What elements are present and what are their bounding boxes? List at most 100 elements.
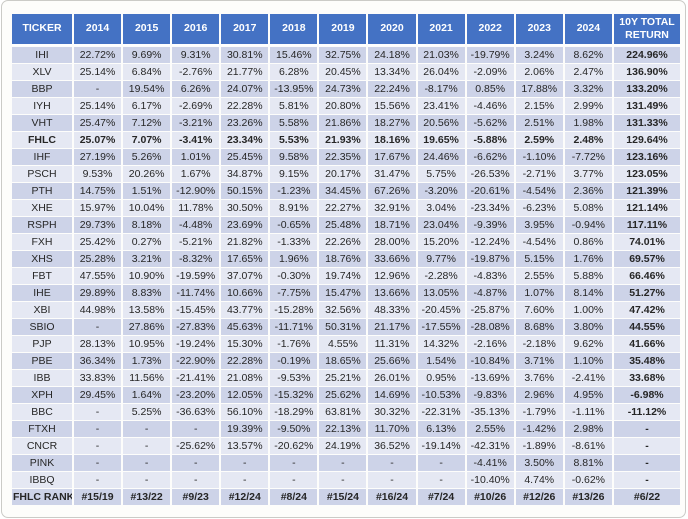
value-cell: -6.98% [614, 387, 680, 403]
value-cell: 1.51% [123, 183, 171, 199]
value-cell: 32.75% [319, 47, 367, 63]
value-cell: 9.58% [270, 149, 318, 165]
value-cell: 121.14% [614, 200, 680, 216]
value-cell: -2.16% [466, 336, 514, 352]
value-cell: 19.39% [221, 421, 269, 437]
value-cell: 1.64% [123, 387, 171, 403]
value-cell: 3.77% [564, 166, 612, 182]
value-cell: 25.14% [74, 98, 122, 114]
value-cell: 0.86% [564, 234, 612, 250]
returns-table-wrapper: TICKER 2014 2015 2016 2017 2018 2019 2020 2021 20… [10, 13, 682, 506]
value-cell: 22.13% [319, 421, 367, 437]
value-cell: -2.41% [564, 370, 612, 386]
value-cell: 2.51% [515, 115, 563, 131]
value-cell: 20.45% [319, 64, 367, 80]
value-cell: -9.39% [466, 217, 514, 233]
value-cell: - [417, 472, 465, 488]
value-cell: - [172, 472, 220, 488]
value-cell: 24.73% [319, 81, 367, 97]
value-cell: 27.19% [74, 149, 122, 165]
value-cell: 18.27% [368, 115, 416, 131]
value-cell: #8/24 [270, 489, 318, 505]
value-cell: 25.47% [74, 115, 122, 131]
value-cell: -1.11% [564, 404, 612, 420]
value-cell: -19.24% [172, 336, 220, 352]
value-cell: -15.32% [270, 387, 318, 403]
value-cell: 9.31% [172, 47, 220, 63]
ticker-row-ihe: IHE 29.89% 8.83% -11.74% 10.66% -7.75% 15.47% 1… [12, 285, 680, 301]
ticker-row-psch: PSCH 9.53% 20.26% 1.67% 34.87% 9.15% 20.17% 31.… [12, 166, 680, 182]
ticker-row-fxh: FXH 25.42% 0.27% -5.21% 21.82% -1.33% 22.26% 28… [12, 234, 680, 250]
value-cell: -10.40% [466, 472, 514, 488]
value-cell: 13.58% [123, 302, 171, 318]
value-cell: 25.45% [221, 149, 269, 165]
value-cell: -25.87% [466, 302, 514, 318]
value-cell: 2.96% [515, 387, 563, 403]
ticker-cell: PBE [12, 353, 72, 369]
value-cell: 9.15% [270, 166, 318, 182]
value-cell: -22.90% [172, 353, 220, 369]
value-cell: -2.28% [417, 268, 465, 284]
value-cell: 29.73% [74, 217, 122, 233]
value-cell: 0.85% [466, 81, 514, 97]
value-cell: 36.34% [74, 353, 122, 369]
col-header-2021: 2021 [417, 14, 465, 46]
value-cell: -12.24% [466, 234, 514, 250]
value-cell: 15.97% [74, 200, 122, 216]
value-cell: -9.50% [270, 421, 318, 437]
ticker-cell: BBC [12, 404, 72, 420]
value-cell: 8.81% [564, 455, 612, 471]
value-cell: -5.62% [466, 115, 514, 131]
value-cell: 18.71% [368, 217, 416, 233]
value-cell: 26.04% [417, 64, 465, 80]
value-cell: - [123, 472, 171, 488]
value-cell: 37.07% [221, 268, 269, 284]
value-cell: 5.81% [270, 98, 318, 114]
value-cell: - [74, 472, 122, 488]
value-cell: 67.26% [368, 183, 416, 199]
value-cell: 20.17% [319, 166, 367, 182]
ticker-cell: BBP [12, 81, 72, 97]
value-cell: -7.72% [564, 149, 612, 165]
value-cell: -3.21% [172, 115, 220, 131]
value-cell: -5.21% [172, 234, 220, 250]
value-cell: 14.32% [417, 336, 465, 352]
value-cell: 5.75% [417, 166, 465, 182]
ticker-row-fhlc: FHLC 25.07% 7.07% -3.41% 23.34% 5.53% 21.93% 18… [12, 132, 680, 148]
ticker-cell: XLV [12, 64, 72, 80]
value-cell: 1.98% [564, 115, 612, 131]
fhlc-rank-row: FHLC RANK #15/19 #13/22 #9/23 #12/24 #8/24 #15… [12, 489, 680, 505]
value-cell: 224.96% [614, 47, 680, 63]
value-cell: 8.14% [564, 285, 612, 301]
value-cell: 123.16% [614, 149, 680, 165]
ticker-row-ihf: IHF 27.19% 5.26% 1.01% 25.45% 9.58% 22.35% 17.6… [12, 149, 680, 165]
value-cell: -35.13% [466, 404, 514, 420]
col-header-2024: 2024 [564, 14, 612, 46]
value-cell: -20.61% [466, 183, 514, 199]
value-cell: 4.95% [564, 387, 612, 403]
value-cell: 3.71% [515, 353, 563, 369]
value-cell: 22.24% [368, 81, 416, 97]
value-cell: 10.04% [123, 200, 171, 216]
value-cell: -23.34% [466, 200, 514, 216]
value-cell: 22.27% [319, 200, 367, 216]
ticker-row-xph: XPH 29.45% 1.64% -23.20% 12.05% -15.32% 25.62%… [12, 387, 680, 403]
value-cell: 19.54% [123, 81, 171, 97]
col-header-2018: 2018 [270, 14, 318, 46]
value-cell: 2.47% [564, 64, 612, 80]
value-cell: 1.54% [417, 353, 465, 369]
value-cell: 15.56% [368, 98, 416, 114]
value-cell: 11.56% [123, 370, 171, 386]
value-cell: 13.57% [221, 438, 269, 454]
value-cell: 25.66% [368, 353, 416, 369]
value-cell: #15/19 [74, 489, 122, 505]
ticker-row-xhs: XHS 25.28% 3.21% -8.32% 17.65% 1.96% 18.76% 33.… [12, 251, 680, 267]
value-cell: 21.82% [221, 234, 269, 250]
value-cell: 2.98% [564, 421, 612, 437]
ticker-cell: IHE [12, 285, 72, 301]
value-cell: 47.55% [74, 268, 122, 284]
value-cell: 3.95% [515, 217, 563, 233]
value-cell: -4.54% [515, 183, 563, 199]
value-cell: 10.90% [123, 268, 171, 284]
value-cell: 48.33% [368, 302, 416, 318]
